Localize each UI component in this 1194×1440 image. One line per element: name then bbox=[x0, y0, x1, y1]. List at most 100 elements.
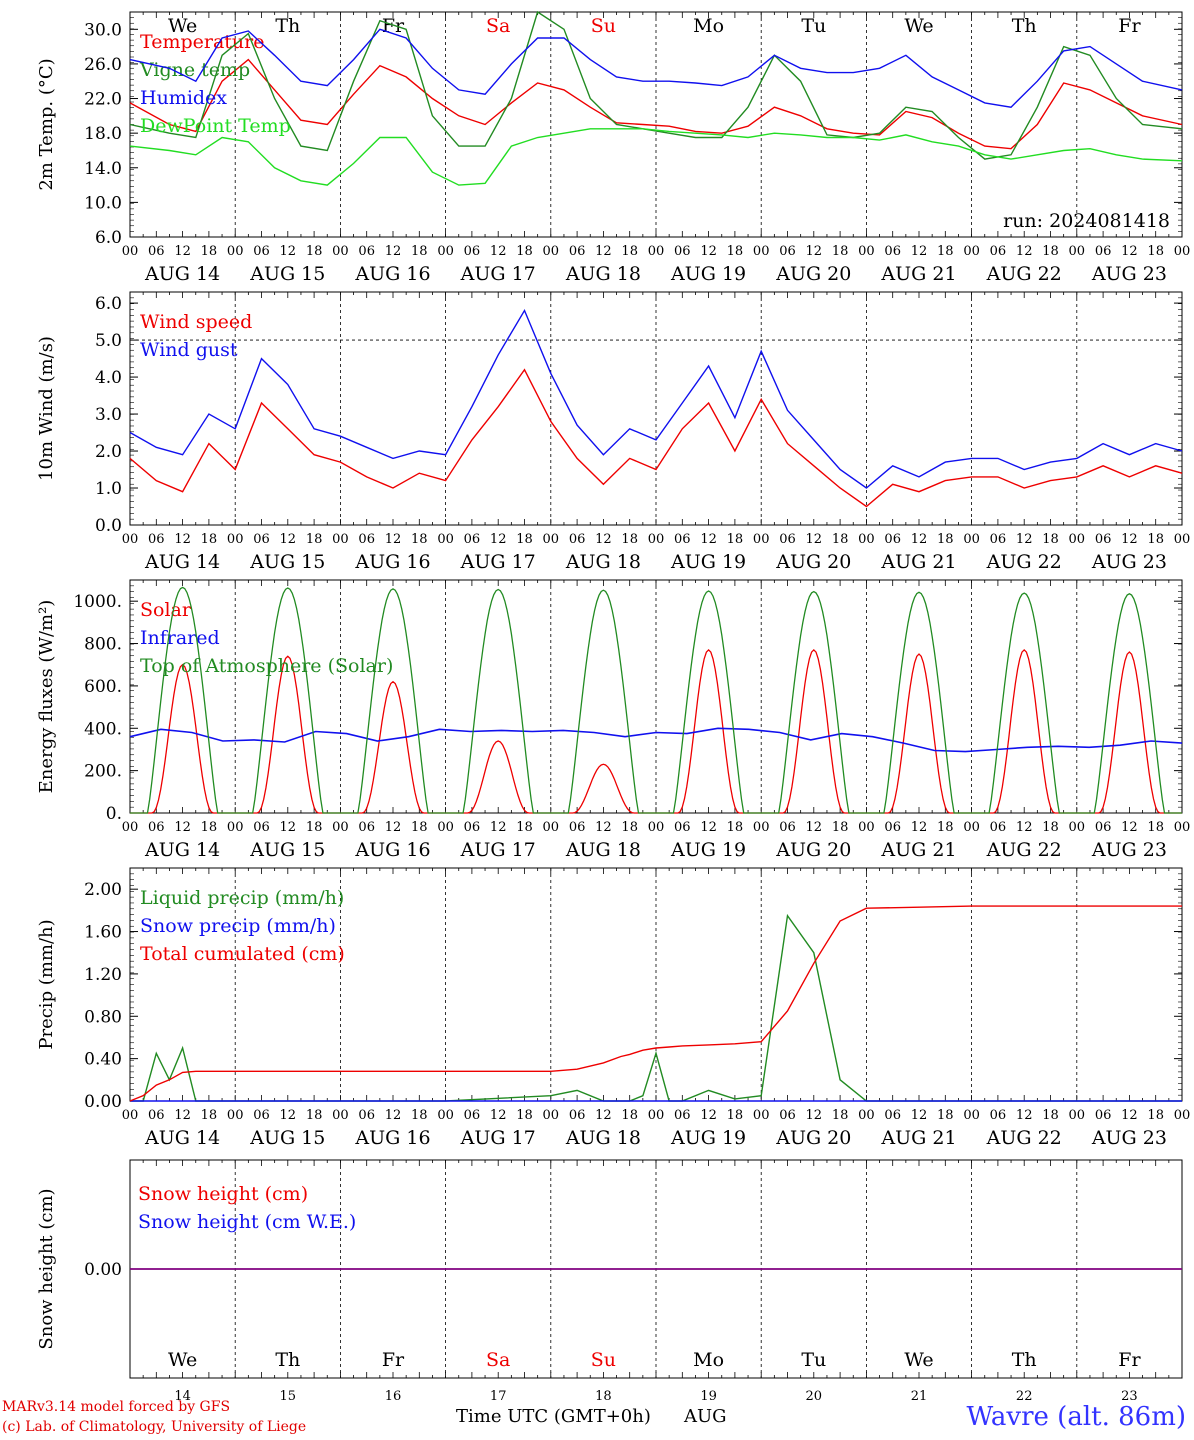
legend-entry: Wind speed bbox=[140, 311, 252, 333]
hour-tick-label: 12 bbox=[1016, 1108, 1033, 1123]
hour-tick-label: 00 bbox=[1174, 820, 1191, 835]
hour-tick-label: 00 bbox=[858, 532, 875, 547]
hour-tick-label: 12 bbox=[1016, 820, 1033, 835]
hour-tick-label: 12 bbox=[280, 820, 297, 835]
weekday-label: Mo bbox=[693, 1349, 724, 1371]
y-tick-label: 2.00 bbox=[84, 880, 122, 900]
hour-tick-label: 06 bbox=[358, 1108, 375, 1123]
weekday-label: Tu bbox=[801, 1349, 826, 1371]
date-label: AUG 15 bbox=[249, 839, 325, 861]
hour-tick-label: 06 bbox=[779, 1108, 796, 1123]
date-label: AUG 18 bbox=[565, 1127, 641, 1149]
hour-tick-label: 00 bbox=[858, 244, 875, 259]
date-label: AUG 19 bbox=[670, 839, 746, 861]
date-label: AUG 22 bbox=[986, 839, 1062, 861]
date-label: AUG 23 bbox=[1091, 1127, 1167, 1149]
hour-tick-label: 12 bbox=[911, 820, 928, 835]
hour-tick-label: 12 bbox=[1121, 1108, 1138, 1123]
hour-tick-label: 00 bbox=[1069, 1108, 1086, 1123]
hour-tick-label: 12 bbox=[1121, 820, 1138, 835]
institution-credit: (c) Lab. of Climatology, University of L… bbox=[2, 1419, 307, 1435]
y-tick-label: 0.00 bbox=[84, 1092, 122, 1112]
y-tick-label: 14.0 bbox=[84, 159, 122, 179]
day-number-label: 21 bbox=[911, 1389, 928, 1404]
hour-tick-label: 00 bbox=[437, 532, 454, 547]
hour-tick-label: 00 bbox=[753, 244, 770, 259]
hour-tick-label: 12 bbox=[700, 532, 717, 547]
hour-tick-label: 00 bbox=[437, 1108, 454, 1123]
weekday-label: We bbox=[168, 15, 197, 37]
hour-tick-label: 06 bbox=[148, 820, 165, 835]
date-label: AUG 15 bbox=[249, 551, 325, 573]
hour-tick-label: 06 bbox=[148, 244, 165, 259]
date-label: AUG 16 bbox=[354, 1127, 430, 1149]
hour-tick-label: 06 bbox=[148, 532, 165, 547]
hour-tick-label: 06 bbox=[674, 532, 691, 547]
date-label: AUG 22 bbox=[986, 551, 1062, 573]
hour-tick-label: 18 bbox=[516, 532, 533, 547]
weekday-label: Fr bbox=[382, 1349, 405, 1371]
weekday-label: Sa bbox=[486, 15, 510, 37]
date-label: AUG 16 bbox=[354, 839, 430, 861]
hour-tick-label: 12 bbox=[385, 1108, 402, 1123]
weekday-label: Fr bbox=[1118, 15, 1141, 37]
hour-tick-label: 00 bbox=[227, 244, 244, 259]
hour-tick-label: 12 bbox=[700, 244, 717, 259]
hour-tick-label: 06 bbox=[674, 244, 691, 259]
y-tick-label: 18.0 bbox=[84, 124, 122, 144]
legend-entry: Liquid precip (mm/h) bbox=[140, 887, 344, 909]
date-label: AUG 15 bbox=[249, 1127, 325, 1149]
y-tick-label: 0.00 bbox=[84, 1260, 122, 1280]
date-label: AUG 14 bbox=[144, 839, 220, 861]
y-tick-label: 400. bbox=[84, 719, 122, 739]
chart-panel-3: 1000. 800. 600. 400. 200. 0. Energy fluxes (W/… bbox=[36, 579, 1191, 861]
y-tick-label: 30.0 bbox=[84, 20, 122, 40]
y-tick-label: 0.40 bbox=[84, 1050, 122, 1070]
date-label: AUG 18 bbox=[565, 839, 641, 861]
hour-tick-label: 00 bbox=[437, 820, 454, 835]
y-tick-label: 800. bbox=[84, 635, 122, 655]
day-number-label: 17 bbox=[490, 1389, 507, 1404]
hour-tick-label: 00 bbox=[858, 1108, 875, 1123]
series-line-2 bbox=[129, 727, 1183, 753]
weekday-label: We bbox=[904, 15, 933, 37]
date-label: AUG 18 bbox=[565, 551, 641, 573]
chart-panel-4: 2.00 1.60 1.20 0.80 0.40 0.00 Precip (mm/h) 00 0… bbox=[36, 867, 1190, 1149]
hour-tick-label: 06 bbox=[464, 820, 481, 835]
series-line-1 bbox=[129, 368, 1183, 508]
hour-tick-label: 12 bbox=[806, 244, 823, 259]
legend-entry: Infrared bbox=[140, 627, 220, 649]
chart-panel-5: 0.00 Snow height (cm) We Th Fr Sa Su Mo Tu We Th Fr… bbox=[36, 1159, 1183, 1404]
date-label: AUG 17 bbox=[460, 839, 536, 861]
hour-tick-label: 06 bbox=[674, 1108, 691, 1123]
hour-tick-label: 12 bbox=[280, 244, 297, 259]
hour-tick-label: 18 bbox=[201, 244, 218, 259]
hour-tick-label: 00 bbox=[963, 532, 980, 547]
y-axis-label: Energy fluxes (W/m²) bbox=[36, 600, 57, 794]
weekday-label: Th bbox=[275, 1349, 300, 1371]
hour-tick-label: 12 bbox=[911, 244, 928, 259]
hour-tick-label: 00 bbox=[332, 1108, 349, 1123]
hour-tick-label: 00 bbox=[1174, 532, 1191, 547]
hour-tick-label: 06 bbox=[464, 532, 481, 547]
hour-tick-label: 00 bbox=[753, 532, 770, 547]
date-label: AUG 16 bbox=[354, 263, 430, 285]
hour-tick-label: 06 bbox=[990, 244, 1007, 259]
hour-tick-label: 06 bbox=[253, 1108, 270, 1123]
station-name: Wavre (alt. 86m) bbox=[966, 1402, 1186, 1432]
hour-tick-label: 00 bbox=[648, 1108, 665, 1123]
hour-tick-label: 00 bbox=[543, 820, 560, 835]
series-line-2 bbox=[129, 308, 1183, 489]
hour-tick-label: 12 bbox=[595, 1108, 612, 1123]
hour-tick-label: 12 bbox=[700, 820, 717, 835]
hour-tick-label: 00 bbox=[543, 1108, 560, 1123]
hour-tick-label: 06 bbox=[569, 1108, 586, 1123]
hour-tick-label: 18 bbox=[306, 532, 323, 547]
legend-entry: Solar bbox=[140, 599, 192, 621]
date-label: AUG 23 bbox=[1091, 263, 1167, 285]
date-label: AUG 20 bbox=[775, 551, 851, 573]
hour-tick-label: 06 bbox=[884, 820, 901, 835]
hour-tick-label: 00 bbox=[858, 820, 875, 835]
hour-tick-label: 06 bbox=[358, 244, 375, 259]
hour-tick-label: 06 bbox=[990, 820, 1007, 835]
